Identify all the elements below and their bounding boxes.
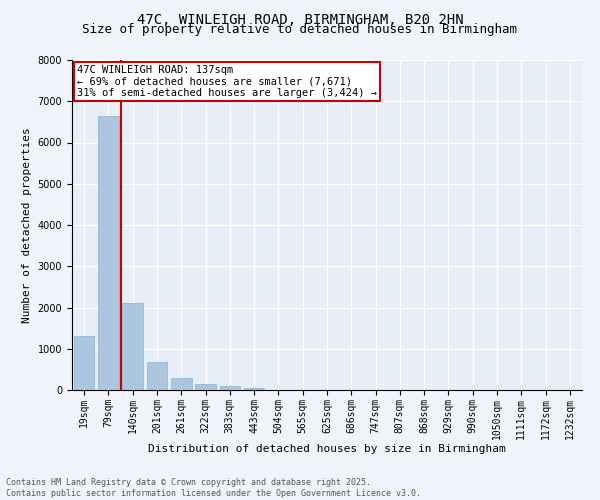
Bar	[98, 116, 119, 390]
Bar	[122, 304, 143, 390]
Bar	[244, 388, 265, 390]
Text: Size of property relative to detached houses in Birmingham: Size of property relative to detached ho…	[83, 22, 517, 36]
X-axis label: Distribution of detached houses by size in Birmingham: Distribution of detached houses by size …	[148, 444, 506, 454]
Bar	[74, 336, 94, 390]
Text: 47C, WINLEIGH ROAD, BIRMINGHAM, B20 2HN: 47C, WINLEIGH ROAD, BIRMINGHAM, B20 2HN	[137, 12, 463, 26]
Bar	[146, 362, 167, 390]
Y-axis label: Number of detached properties: Number of detached properties	[22, 127, 32, 323]
Text: 47C WINLEIGH ROAD: 137sqm
← 69% of detached houses are smaller (7,671)
31% of se: 47C WINLEIGH ROAD: 137sqm ← 69% of detac…	[77, 65, 377, 98]
Bar	[195, 384, 216, 390]
Bar	[220, 386, 240, 390]
Text: Contains HM Land Registry data © Crown copyright and database right 2025.
Contai: Contains HM Land Registry data © Crown c…	[6, 478, 421, 498]
Bar	[171, 378, 191, 390]
